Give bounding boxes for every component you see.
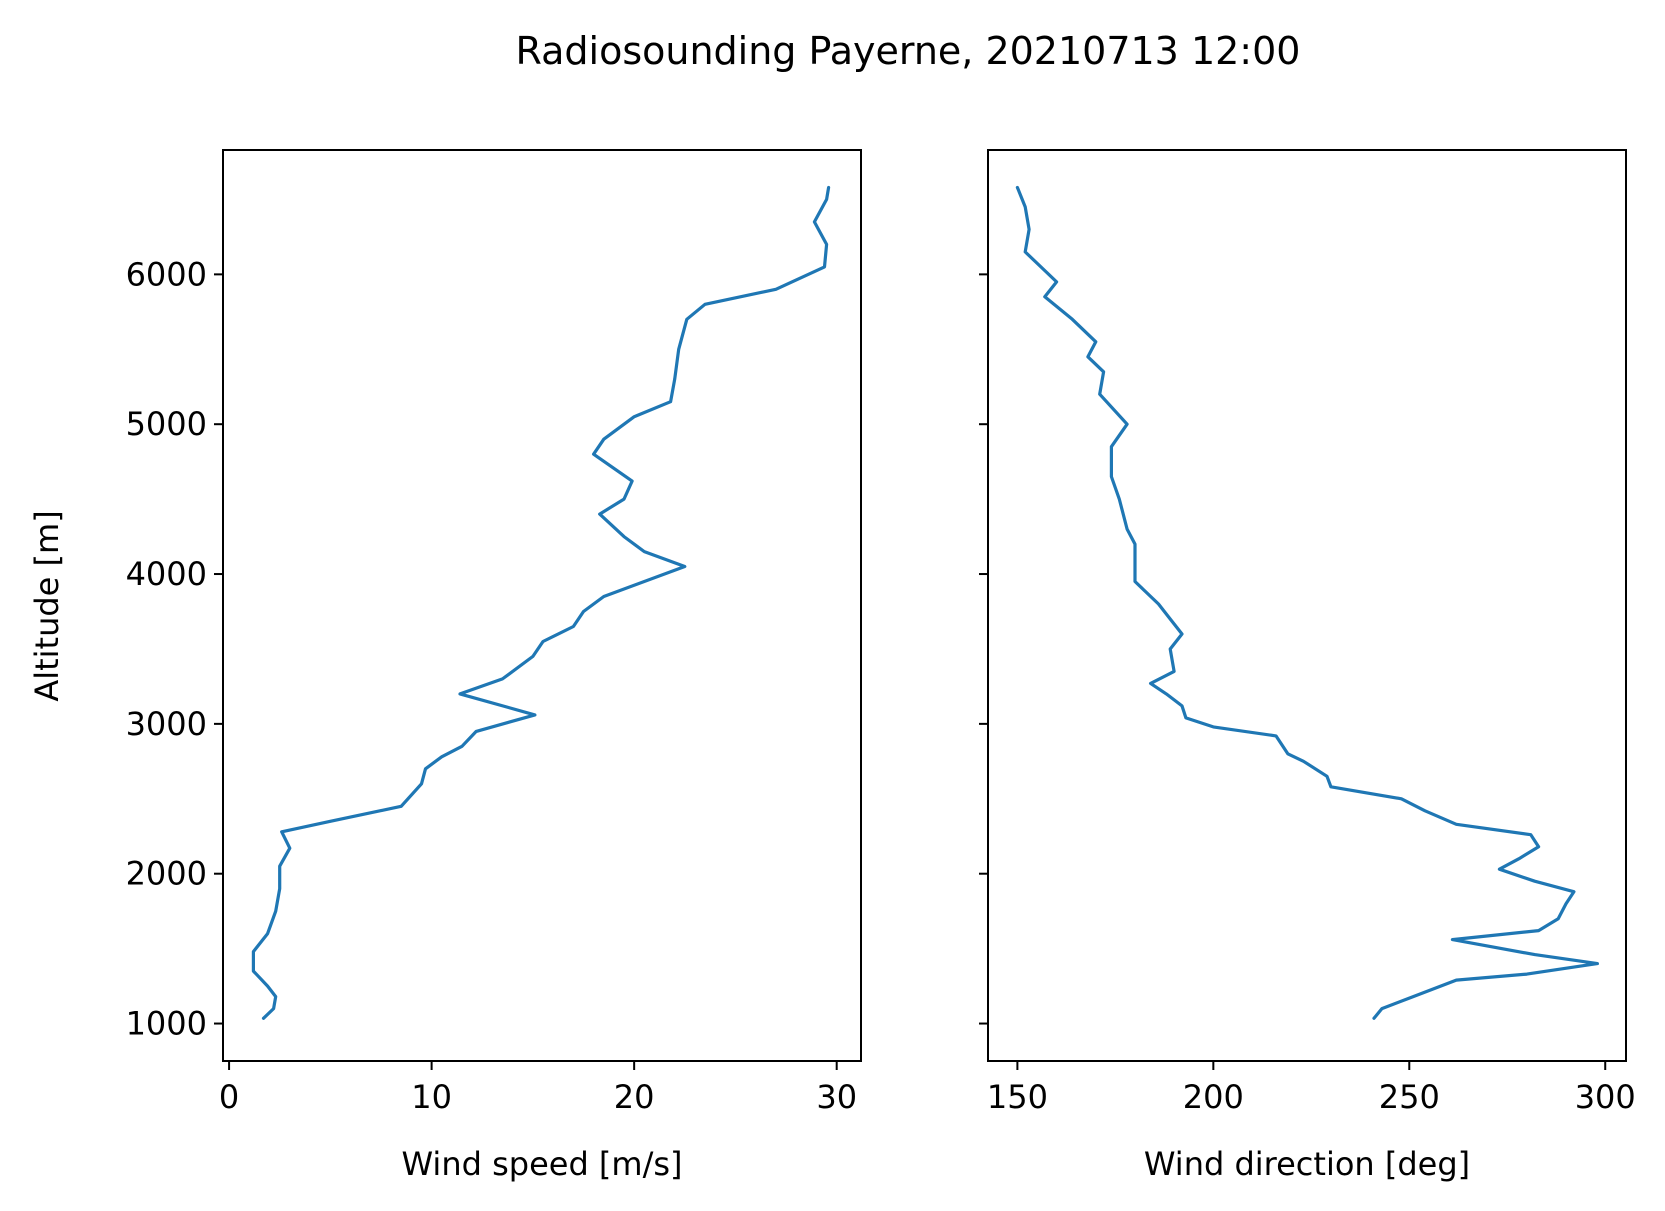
wind-speed-y-tick-label: 3000 [126,705,207,743]
wind-speed-series-line [251,185,831,1020]
wind-speed-x-tick-label: 20 [614,1078,655,1116]
wind-speed-y-tick-label: 6000 [126,255,207,293]
wind-speed-axes-frame [222,149,862,1062]
wind-speed-x-tick-label: 10 [411,1078,452,1116]
wind-speed-x-tick-label: 0 [219,1078,239,1116]
wind-speed-x-label: Wind speed [m/s] [401,1145,682,1183]
wind-speed-panel: 0 10 20 30 1000 2000 3000 4000 5000 6000 Wind spe… [28,149,862,1183]
wind-direction-panel: 150 200 250 300 Wind direction [deg] [979,149,1636,1183]
wind-speed-x-tick-label: 30 [816,1078,857,1116]
wind-direction-x-tick-label: 150 [987,1078,1048,1116]
figure-title: Radiosounding Payerne, 20210713 12:00 [516,29,1301,73]
wind-direction-series-line [1015,185,1599,1020]
wind-direction-x-tick-label: 300 [1575,1078,1636,1116]
wind-speed-y-tick-label: 1000 [126,1005,207,1043]
wind-direction-x-tick-label: 200 [1183,1078,1244,1116]
wind-speed-y-tick-label: 5000 [126,405,207,443]
wind-speed-y-tick-label: 2000 [126,855,207,893]
altitude-y-label: Altitude [m] [28,510,66,701]
wind-direction-axes-frame [987,149,1627,1062]
wind-direction-x-label: Wind direction [deg] [1144,1145,1470,1183]
wind-speed-y-tick-label: 4000 [126,555,207,593]
wind-direction-x-tick-label: 250 [1379,1078,1440,1116]
